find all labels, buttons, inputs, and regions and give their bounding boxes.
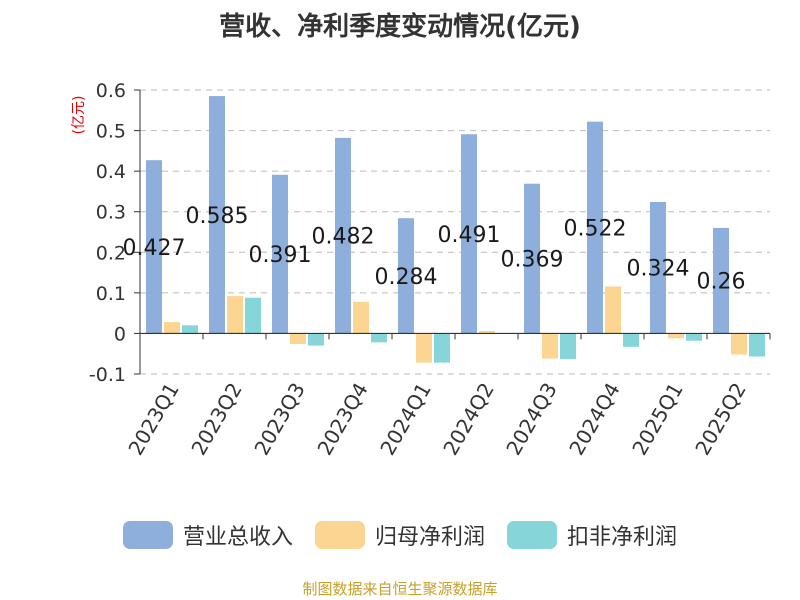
bar-deducted-profit [182,325,198,334]
legend-label: 归母净利润 [374,525,485,550]
legend-label: 扣非净利润 [567,525,678,550]
bar-net-profit [605,286,621,334]
y-tick-label: 0.6 [96,80,126,102]
bar-revenue [209,96,225,334]
bar-revenue [650,201,666,334]
bars-layer [146,96,765,363]
x-tick-label: 2024Q3 [501,379,561,460]
bar-deducted-profit [623,333,639,347]
data-label: 0.482 [312,225,375,250]
bar-net-profit [416,333,432,363]
bar-net-profit [542,333,558,359]
x-tick-label: 2024Q2 [438,379,498,460]
bar-net-profit [353,301,369,334]
bar-revenue [335,137,351,334]
bar-deducted-profit [749,333,765,357]
bar-revenue [272,174,288,334]
chart-title: 营收、净利季度变动情况(亿元) [219,12,581,42]
labels-layer: 0.4270.5850.3910.4820.2840.4910.3690.522… [123,204,746,295]
bar-revenue [524,183,540,334]
bar-deducted-profit [245,297,261,334]
bar-net-profit [668,333,684,339]
x-tick-label: 2023Q4 [312,379,372,460]
x-tick-label: 2025Q1 [627,379,687,460]
data-label: 0.324 [627,257,690,282]
bar-deducted-profit [560,333,576,359]
bar-net-profit [290,333,306,344]
grid-layer [140,89,770,375]
legend-item[interactable]: 营业总收入 [122,519,293,551]
data-label: 0.369 [501,248,564,273]
bar-deducted-profit [434,333,450,363]
y-tick-label: 0.5 [96,121,126,143]
data-label: 0.284 [375,265,438,290]
bar-revenue [587,121,603,334]
bar-net-profit [479,330,495,334]
legend-item[interactable]: 扣非净利润 [507,519,677,551]
bar-deducted-profit [308,333,324,346]
y-tick-label: 0.3 [96,202,126,224]
bar-net-profit [164,322,180,334]
y-axis-label: (亿元) [71,96,87,135]
y-tick-label: -0.1 [89,364,126,386]
data-label: 0.26 [697,270,746,295]
data-label: 0.391 [249,243,312,268]
bar-revenue [146,160,162,334]
data-label: 0.491 [438,223,501,248]
data-label: 0.522 [564,217,627,242]
bar-net-profit [227,296,243,334]
x-tick-label: 2024Q4 [564,379,624,460]
bar-deducted-profit [686,333,702,341]
x-tick-label: 2024Q1 [375,379,435,460]
data-label: 0.427 [123,236,186,261]
y-tick-label: 0.1 [96,283,126,305]
legend-swatch [122,521,173,549]
bar-revenue [461,134,477,334]
x-tick-label: 2025Q2 [690,379,750,460]
data-label: 0.585 [186,204,249,229]
x-tick-label: 2023Q1 [123,379,183,460]
y-tick-label: 0 [114,323,126,345]
legend-label: 营业总收入 [182,525,293,550]
legend: 营业总收入 归母净利润 扣非净利润 [0,519,800,551]
y-tick-label: 0.4 [96,161,126,183]
legend-swatch [507,521,557,549]
legend-swatch [314,521,365,549]
bar-revenue [398,218,414,334]
bar-deducted-profit [371,333,387,343]
legend-item[interactable]: 归母净利润 [314,519,485,551]
y-tick-label: 0.2 [96,242,126,264]
bar-net-profit [731,333,747,355]
source-note: 制图数据来自恒生聚源数据库 [302,580,498,598]
bar-revenue [713,227,729,334]
x-tick-label: 2023Q3 [249,379,309,460]
x-tick-label: 2023Q2 [186,379,246,460]
